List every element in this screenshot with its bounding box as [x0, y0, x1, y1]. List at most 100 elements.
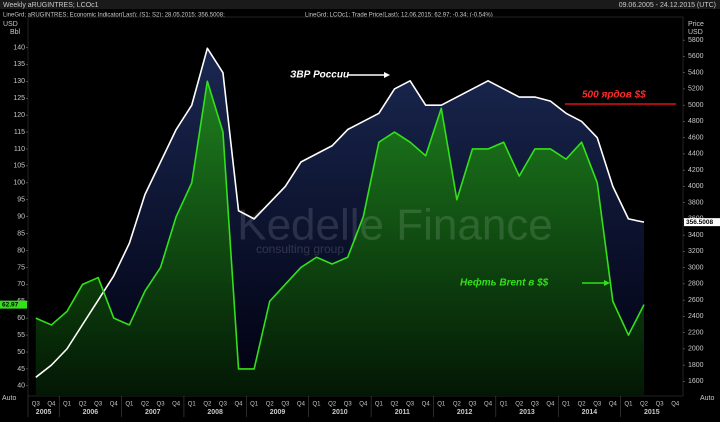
last-value-tag: [0, 300, 27, 309]
year-label: 2014: [582, 409, 598, 416]
x-tick-label: Q1: [562, 402, 571, 408]
y-tick-label: 55: [17, 332, 25, 339]
x-tick-label: Q4: [172, 402, 181, 408]
y-tick-label: 45: [17, 366, 25, 373]
x-tick-label: Q4: [422, 402, 431, 408]
arrow-head: [384, 72, 390, 78]
x-tick-label: Q1: [63, 402, 72, 408]
y2-tick-label: 2400: [688, 313, 704, 320]
y-tick-label: 85: [17, 230, 25, 237]
y2-tick-label: 5800: [688, 37, 704, 44]
x-tick-label: Q2: [79, 402, 88, 408]
y2-tick-label: 2600: [688, 297, 704, 304]
y2-tick-label: 1600: [688, 378, 704, 385]
x-tick-label: Q3: [94, 402, 103, 408]
y2-tick-label: 1800: [688, 362, 704, 369]
x-tick-label: Q4: [235, 402, 244, 408]
annotation: 500 ярдов $$: [582, 90, 646, 101]
y-unit: USD: [3, 21, 18, 28]
x-tick-label: Q2: [390, 402, 399, 408]
x-tick-label: Q4: [359, 402, 368, 408]
y-tick-label: 125: [13, 95, 25, 102]
year-label: 2010: [332, 409, 348, 416]
x-tick-label: Q4: [47, 402, 56, 408]
x-tick-label: Q2: [578, 402, 587, 408]
x-tick-label: Q4: [671, 402, 680, 408]
header-bar: [0, 0, 720, 9]
y-tick-label: 50: [17, 349, 25, 356]
x-tick-label: Q3: [157, 402, 166, 408]
x-tick-label: Q3: [219, 402, 228, 408]
y-tick-label: 40: [17, 383, 25, 390]
y-tick-label: 120: [13, 112, 25, 119]
last-value-label: 62.97: [2, 301, 19, 308]
year-label: 2009: [270, 409, 286, 416]
year-label: 2006: [83, 409, 99, 416]
x-tick-label: Q2: [640, 402, 649, 408]
y-tick-label: 115: [14, 129, 25, 136]
x-tick-label: Q4: [297, 402, 306, 408]
legend-entry: LineGrd; aRUGINTRES; Economic Indicator(…: [3, 13, 225, 19]
year-label: 2008: [207, 409, 223, 416]
x-tick-label: Q1: [188, 402, 197, 408]
year-label: 2005: [36, 409, 52, 416]
legend-entry: LineGrd; LCOc1; Trade Price(Last); 12.06…: [305, 13, 493, 19]
corner-label: Auto: [2, 395, 17, 402]
x-tick-label: Q4: [609, 402, 618, 408]
y-tick-label: 135: [13, 61, 25, 68]
y2-unit: USD: [688, 29, 703, 36]
x-tick-label: Q3: [656, 402, 665, 408]
watermark: Kedelle Finance: [237, 201, 553, 250]
x-tick-label: Q3: [468, 402, 477, 408]
y2-tick-label: 4800: [688, 118, 704, 125]
x-tick-label: Q3: [281, 402, 290, 408]
y-tick-label: 70: [17, 281, 25, 288]
corner-label: Auto: [700, 395, 715, 402]
y2-tick-label: 3000: [688, 264, 704, 271]
date-range: 09.06.2005 - 24.12.2015 (UTC): [619, 2, 716, 9]
x-tick-label: Q3: [344, 402, 353, 408]
last-value-tag: [684, 218, 720, 227]
y2-tick-label: 3200: [688, 248, 704, 255]
y2-tick-label: 3400: [688, 232, 704, 239]
x-tick-label: Q3: [531, 402, 540, 408]
y-tick-label: 110: [14, 146, 25, 153]
y-tick-label: 130: [13, 78, 25, 85]
x-tick-label: Q3: [593, 402, 602, 408]
x-tick-label: Q2: [453, 402, 462, 408]
series-line: [35, 80, 645, 370]
x-tick-label: Q1: [375, 402, 384, 408]
year-label: 2012: [457, 409, 473, 416]
series-area: [35, 81, 645, 396]
x-tick-label: Q1: [500, 402, 509, 408]
year-label: 2015: [644, 409, 660, 416]
y2-tick-label: 4400: [688, 151, 704, 158]
x-tick-label: Q1: [250, 402, 259, 408]
x-tick-label: Q2: [328, 402, 337, 408]
year-label: 2013: [519, 409, 535, 416]
y2-tick-label: 5600: [688, 53, 704, 60]
y-tick-label: 140: [13, 44, 25, 51]
x-tick-label: Q4: [484, 402, 493, 408]
y-tick-label: 60: [17, 315, 25, 322]
x-tick-label: Q2: [266, 402, 275, 408]
watermark: consulting group: [256, 242, 344, 256]
x-tick-label: Q3: [32, 402, 41, 408]
y2-tick-label: 2800: [688, 281, 704, 288]
y2-tick-label: 3800: [688, 199, 704, 206]
x-tick-label: Q1: [313, 402, 322, 408]
y-tick-label: 75: [17, 264, 25, 271]
x-tick-label: Q4: [110, 402, 119, 408]
annotation: ЗВР России: [290, 70, 349, 81]
y-tick-label: 100: [13, 180, 25, 187]
y2-unit: Price: [688, 21, 704, 28]
last-value-label: 356.5008: [686, 219, 713, 226]
arrow-head: [604, 280, 610, 286]
chart-title: Weekly aRUGINTRES; LCOc1: [3, 2, 99, 9]
y2-tick-label: 4600: [688, 134, 704, 141]
annotation: Нефть Brent в $$: [460, 277, 549, 289]
y-unit: Bbl: [10, 29, 21, 36]
y-tick-label: 105: [13, 163, 25, 170]
